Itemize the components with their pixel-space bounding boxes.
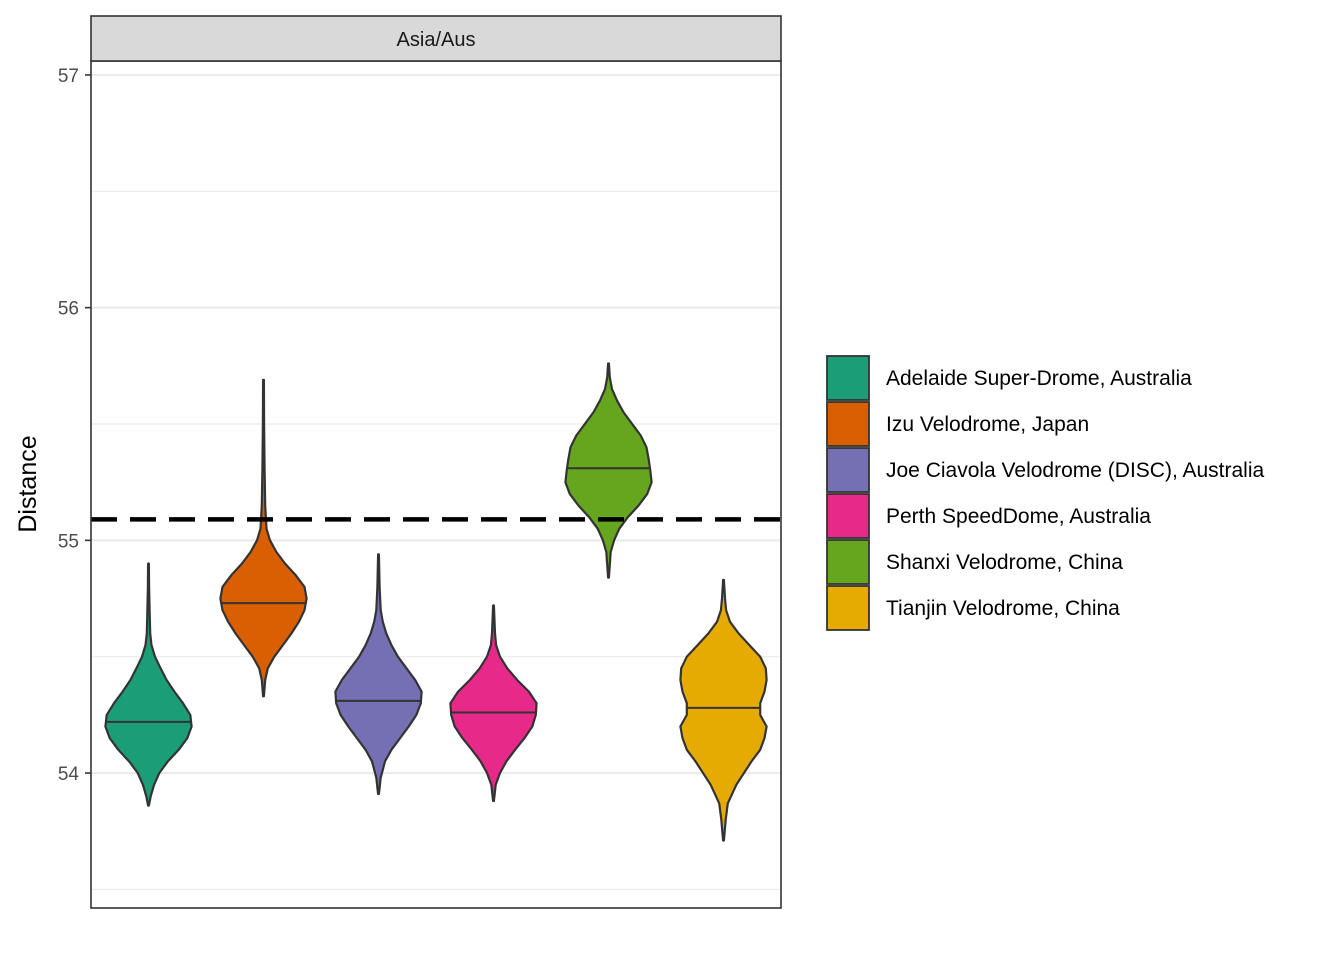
y-axis: 54 55 56 57 xyxy=(58,66,91,785)
violin xyxy=(449,604,538,803)
facet-strip-label: Asia/Aus xyxy=(397,29,476,51)
grid-major xyxy=(91,73,781,775)
legend-label: Joe Ciavola Velodrome (DISC), Australia xyxy=(886,459,1264,482)
legend-label: Tianjin Velodrome, China xyxy=(886,597,1120,620)
grid-minor xyxy=(91,190,781,890)
legend-key xyxy=(826,493,870,539)
legend-key xyxy=(826,401,870,447)
violins xyxy=(104,362,768,842)
y-tick-label: 57 xyxy=(58,66,79,87)
legend-label: Shanxi Velodrome, China xyxy=(886,551,1123,574)
legend-key xyxy=(826,539,870,585)
facet-strip xyxy=(90,15,782,62)
legend-label: Perth SpeedDome, Australia xyxy=(886,505,1151,528)
violin xyxy=(219,378,308,698)
violin xyxy=(679,578,768,842)
violin xyxy=(104,562,193,807)
y-tick-label: 56 xyxy=(58,299,79,320)
panel-background xyxy=(91,61,781,908)
legend-key xyxy=(826,585,870,631)
legend-key xyxy=(826,355,870,401)
y-axis-title: Distance xyxy=(14,435,42,532)
legend-label: Adelaide Super-Drome, Australia xyxy=(886,367,1192,390)
legend-label: Izu Velodrome, Japan xyxy=(886,413,1089,436)
legend-key xyxy=(826,447,870,493)
violin xyxy=(564,362,653,579)
legend: Adelaide Super-Drome, Australia Izu Velod… xyxy=(826,355,1264,631)
y-tick-label: 55 xyxy=(58,531,79,552)
y-tick-label: 54 xyxy=(58,764,80,785)
violin xyxy=(334,553,423,796)
